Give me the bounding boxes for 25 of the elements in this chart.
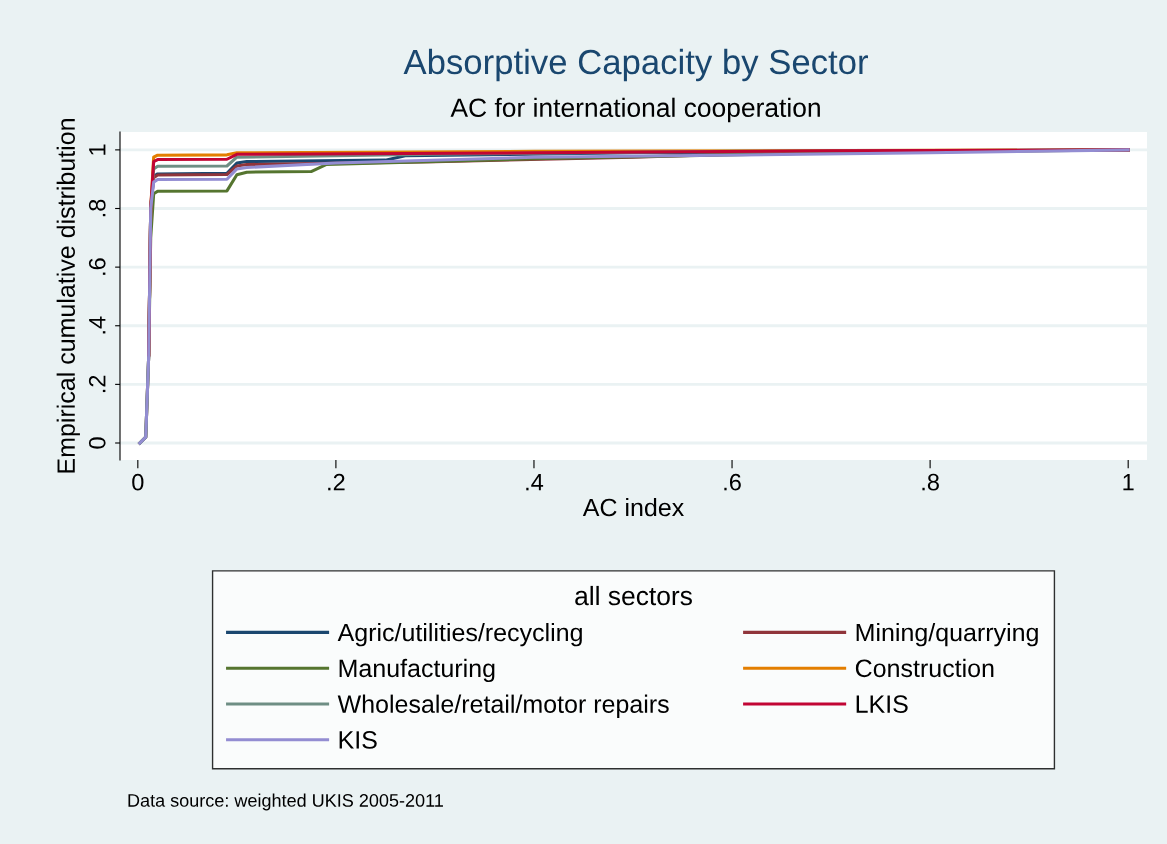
y-tick-label: .8 bbox=[88, 199, 106, 217]
legend-label: Agric/utilities/recycling bbox=[337, 623, 582, 647]
y-tick-label: 0 bbox=[88, 437, 106, 449]
y-axis-title: Empirical cumulative distribution bbox=[56, 119, 80, 473]
chart-title: Absorptive Capacity by Sector bbox=[403, 48, 868, 82]
y-tick-label: .4 bbox=[89, 316, 106, 334]
x-tick-label: 1 bbox=[1123, 474, 1134, 491]
legend-label: Mining/quarrying bbox=[856, 623, 1038, 647]
legend-label: LKIS bbox=[856, 695, 908, 713]
x-tick-label: .8 bbox=[922, 473, 939, 491]
y-tick-label: 1 bbox=[89, 144, 106, 155]
legend-label: Construction bbox=[855, 658, 994, 678]
x-tick-label: .6 bbox=[724, 473, 741, 491]
y-tick-label: .6 bbox=[88, 258, 106, 275]
chart-subtitle: AC for international cooperation bbox=[450, 97, 820, 123]
legend-title: all sectors bbox=[575, 585, 692, 606]
x-axis-title: AC index bbox=[582, 497, 684, 517]
y-tick-label: .2 bbox=[88, 375, 106, 393]
x-tick-label: 0 bbox=[132, 473, 144, 491]
legend-label: Wholesale/retail/motor repairs bbox=[337, 694, 669, 718]
x-tick-label: .4 bbox=[526, 474, 544, 491]
source-note: Data source: weighted UKIS 2005-2011 bbox=[128, 793, 443, 811]
x-tick-label: .2 bbox=[328, 473, 345, 491]
legend-label: KIS bbox=[339, 731, 377, 749]
legend-label: Manufacturing bbox=[339, 658, 495, 683]
